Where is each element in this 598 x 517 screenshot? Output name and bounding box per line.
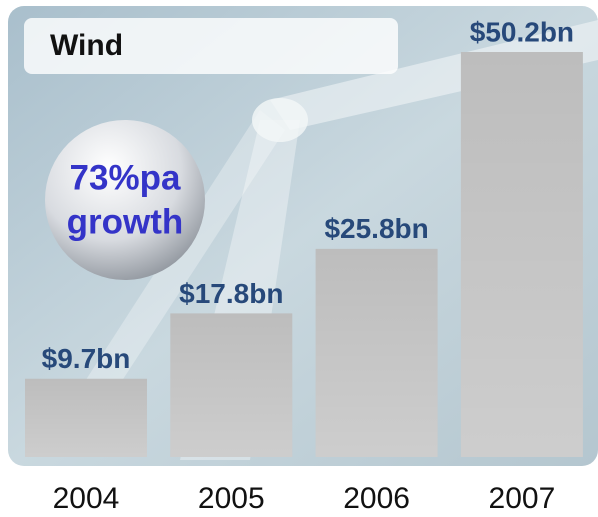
annotation: growth xyxy=(67,202,184,241)
value-label: $50.2bn xyxy=(470,16,574,47)
bar-sheen xyxy=(170,313,293,457)
turbine-blade xyxy=(60,110,285,430)
value-label: $25.8bn xyxy=(324,213,428,244)
panel xyxy=(8,6,598,466)
x-tick-label: 2006 xyxy=(343,482,410,515)
bar-sheen xyxy=(25,378,147,457)
x-tick-label: 2007 xyxy=(489,482,556,515)
bar-sheen xyxy=(315,248,438,457)
annotation-bubble xyxy=(45,120,205,280)
title-box xyxy=(24,18,398,74)
x-tick-label: 2004 xyxy=(53,482,120,515)
value-label: $17.8bn xyxy=(179,278,283,309)
bar-sheen xyxy=(460,52,583,457)
annotation: 73%pa xyxy=(70,158,181,197)
chart-title: Wind xyxy=(50,29,123,62)
x-tick-label: 2005 xyxy=(198,482,265,515)
value-label: $9.7bn xyxy=(42,343,131,374)
turbine-blade xyxy=(270,20,598,130)
turbine-hub xyxy=(252,98,308,142)
